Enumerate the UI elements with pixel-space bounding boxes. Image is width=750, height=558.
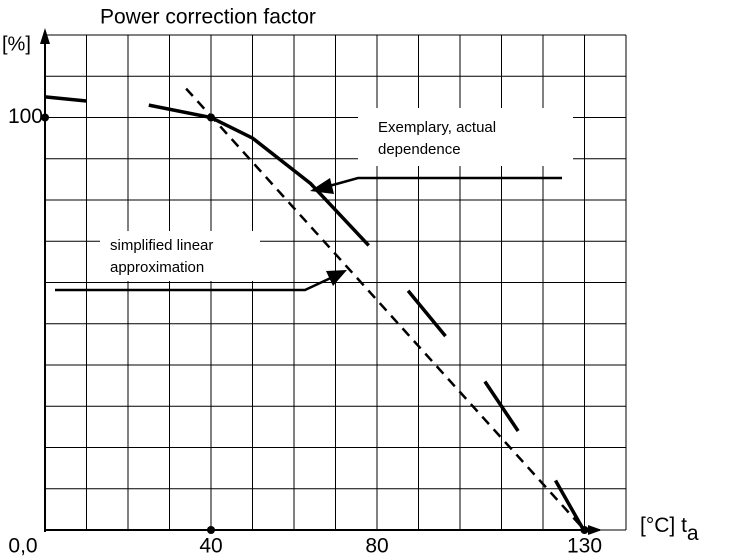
series-line xyxy=(44,95,584,529)
x-axis-label: [°C] ta xyxy=(640,514,699,545)
y-axis-label: [%] xyxy=(2,33,31,55)
annotation-bg xyxy=(100,231,260,281)
x-axis-arrow xyxy=(588,525,602,535)
point xyxy=(207,526,215,534)
x-tick-label: 40 xyxy=(199,535,222,558)
x-tick-label: 130 xyxy=(567,535,602,558)
annotation-text: dependence xyxy=(378,141,461,158)
chart-title: Power correction factor xyxy=(100,6,316,29)
x-tick-label: 0,0 xyxy=(8,535,37,558)
point xyxy=(207,113,215,122)
y-tick-label: 100 xyxy=(8,105,43,128)
annotation-text: Exemplary, actual xyxy=(378,119,496,136)
annotation: simplified linear approximation xyxy=(110,237,213,276)
annotation-arrow xyxy=(55,274,336,292)
point xyxy=(580,526,589,534)
y-axis-arrow xyxy=(40,28,50,44)
point xyxy=(41,113,49,122)
margin xyxy=(0,0,44,558)
x-axis-label-main: [°C] t xyxy=(640,514,687,537)
annotation-bg xyxy=(358,108,573,166)
annotation-text: simplified linear xyxy=(110,237,213,254)
x-tick-label: 80 xyxy=(365,535,388,558)
annotation-arrowhead xyxy=(326,270,347,286)
x-axis-label-sub: a xyxy=(687,522,699,545)
annotation-text: approximation xyxy=(110,259,204,276)
annotation-arrow xyxy=(321,176,562,190)
annotation: Exemplary, actual dependence xyxy=(378,119,496,158)
series-line xyxy=(185,87,586,531)
